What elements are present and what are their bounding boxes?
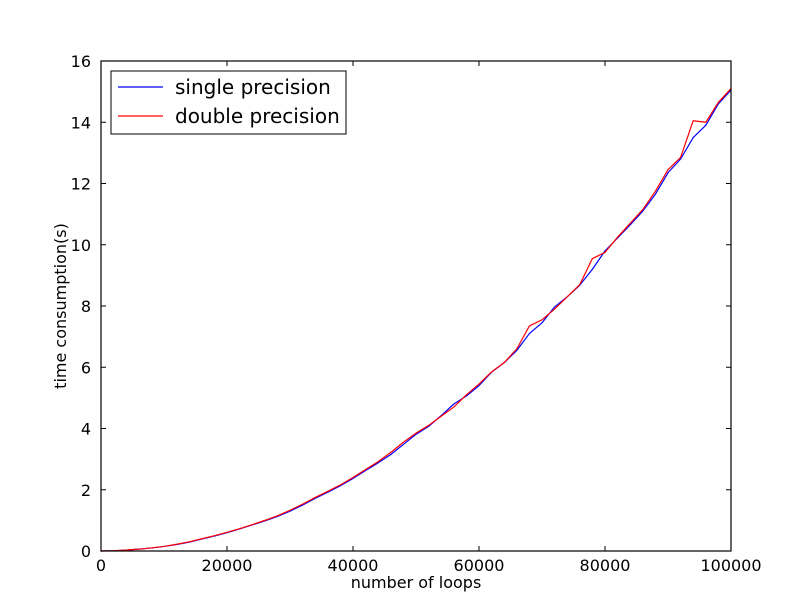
x-tick-label-4: 80000 <box>580 556 631 575</box>
y-tick-label-3: 6 <box>81 358 91 377</box>
x-tick-label-3: 60000 <box>454 556 505 575</box>
legend-box <box>110 70 347 135</box>
plot-area <box>101 61 731 551</box>
x-tick-label-5: 100000 <box>700 556 761 575</box>
y-tick-label-8: 16 <box>71 52 91 71</box>
y-axis-label: time consumption(s) <box>51 223 70 389</box>
y-tick-label-6: 12 <box>71 175 91 194</box>
legend-label-single-precision: single precision <box>175 75 331 99</box>
lines-layer <box>100 87 732 552</box>
x-tick-label-2: 40000 <box>328 556 379 575</box>
x-axis-label: number of loops <box>351 573 482 592</box>
y-tick-label-4: 8 <box>81 297 91 316</box>
y-tick-label-7: 14 <box>71 113 91 132</box>
y-tick-label-5: 10 <box>71 236 91 255</box>
legend: single precision double precision <box>110 70 347 135</box>
x-tick-label-1: 20000 <box>202 556 253 575</box>
y-tick-label-1: 2 <box>81 481 91 500</box>
ticks-layer: 0 20000 40000 60000 80000 100000 0 2 4 6 8 10 12 14 16 <box>71 52 762 575</box>
x-tick-label-0: 0 <box>96 556 106 575</box>
legend-label-double-precision: double precision <box>175 104 340 128</box>
y-tick-label-2: 4 <box>81 420 91 439</box>
y-tick-label-0: 0 <box>81 542 91 561</box>
series-line-1 <box>100 87 732 552</box>
